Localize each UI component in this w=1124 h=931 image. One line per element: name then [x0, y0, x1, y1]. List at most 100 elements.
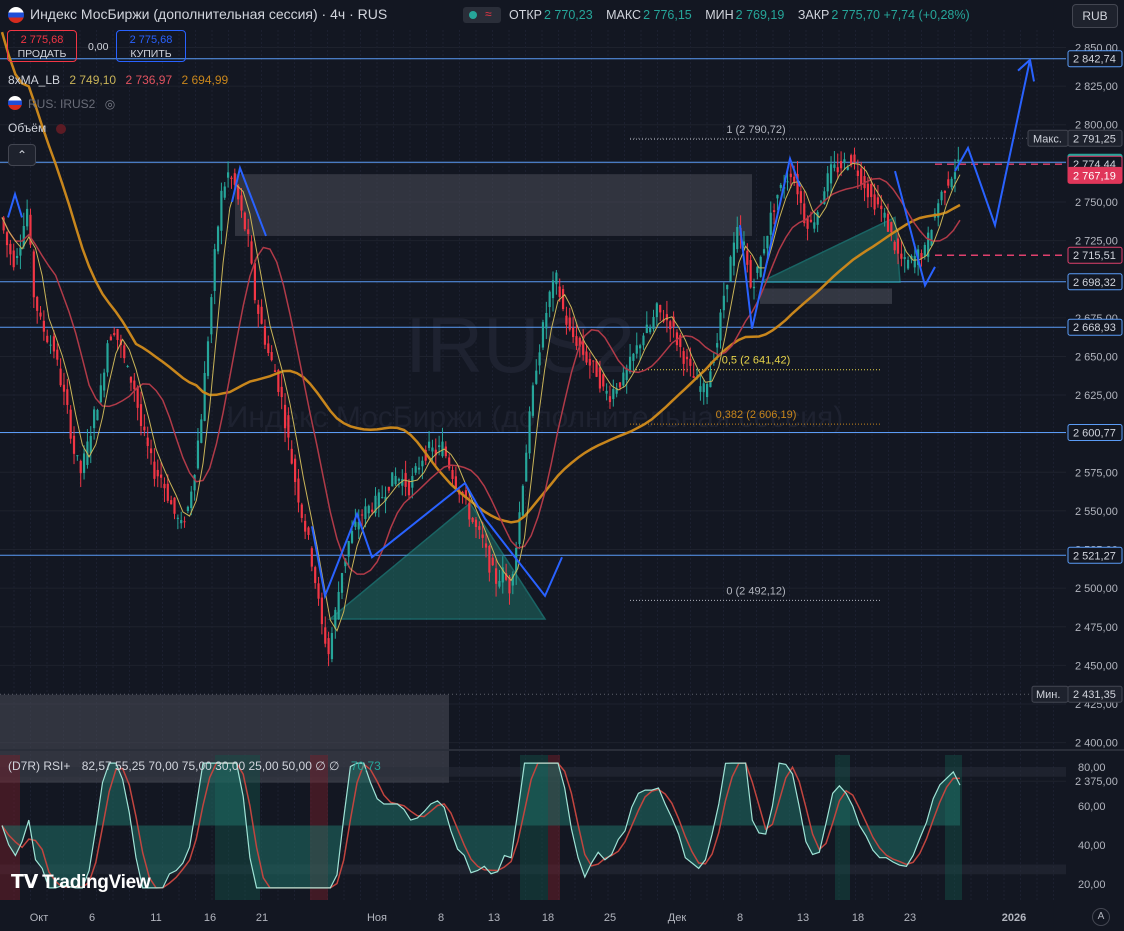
candle-body [106, 343, 109, 373]
candle-body [334, 609, 337, 629]
candle-body [883, 212, 886, 218]
candle-body [176, 517, 179, 519]
candle-body [635, 345, 638, 354]
time-tick-label: 25 [604, 912, 616, 924]
price-level-tag [1067, 423, 1123, 441]
tradingview-logo: 𝗧𝗩 TradingView [11, 872, 151, 893]
forecast-path [954, 59, 1031, 229]
hidden-eye-icon[interactable]: ◎ [104, 97, 116, 111]
candle-body [816, 212, 819, 225]
price-level-label: 2 842,74 [1073, 54, 1116, 66]
candle-body [618, 382, 622, 388]
sell-button[interactable]: 2 775,68 ПРОДАТЬ [7, 30, 77, 62]
support-zone-small [760, 288, 892, 304]
candle-body [287, 415, 290, 438]
candle-body [766, 235, 769, 249]
price-level-tag [1067, 273, 1123, 291]
candle-body [592, 360, 595, 362]
candle-body [659, 304, 662, 313]
ma-slow-line [0, 31, 961, 524]
candle-body [474, 519, 478, 528]
candle-body [505, 573, 508, 580]
collapse-legend-button[interactable]: ⌃ [8, 144, 36, 166]
candle-body [669, 321, 672, 330]
candle-body [873, 194, 876, 210]
candle-body [247, 229, 250, 235]
candle-body [595, 360, 598, 377]
candle-body [649, 327, 652, 333]
ma-legend[interactable]: 8xMA_LB 2 749,10 2 736,97 2 694,99 [8, 73, 229, 87]
candle-body [839, 161, 843, 169]
candle-body [250, 241, 253, 264]
volume-legend[interactable]: Объём [8, 121, 66, 135]
candle-body [772, 210, 776, 212]
market-status-badge[interactable]: ≈ [463, 7, 501, 23]
candle-body [729, 256, 732, 282]
candle-body [280, 386, 283, 398]
candle-body [354, 521, 357, 527]
candle-body [545, 312, 548, 329]
sell-price: 2 775,68 [20, 34, 64, 46]
wave-icon: ≈ [485, 7, 492, 21]
price-level-label: 2 600,77 [1073, 427, 1116, 439]
candle-body [565, 315, 568, 325]
ma-mid-line [1, 177, 961, 575]
price-level-tag [1067, 166, 1123, 184]
price-level-tag [1067, 50, 1123, 68]
candle-body [364, 506, 367, 520]
candle-body [213, 249, 216, 291]
candle-body [397, 478, 401, 481]
buy-button[interactable]: 2 775,68 КУПИТЬ [116, 30, 186, 62]
forecast-arrowhead-icon [1017, 57, 1035, 82]
symbol-title[interactable]: Индекс МосБиржи (дополнительная сессия) … [30, 6, 388, 22]
compare-symbol-legend[interactable]: RUS: IRUS2 ◎ [28, 97, 116, 111]
candle-body [421, 460, 424, 467]
candle-body [270, 352, 273, 361]
candle-body [133, 380, 136, 390]
candle-body [9, 243, 12, 255]
fib-label: 0 (2 492,12) [726, 585, 785, 597]
candle-body [123, 345, 126, 359]
candle-body [612, 388, 615, 400]
candle-body [350, 530, 354, 543]
candle-body [732, 242, 735, 266]
fib-label: 0,382 (2 606,19) [716, 409, 797, 421]
price-tick-label: 2 575,00 [1075, 467, 1118, 479]
price-tick-label: 2 800,00 [1075, 120, 1118, 132]
candle-body [625, 368, 628, 380]
triangle-pattern-left [327, 502, 547, 620]
candle-body [598, 367, 602, 389]
rsi-tick-label: 40,00 [1078, 840, 1106, 852]
auto-scale-button[interactable]: A [1092, 908, 1110, 926]
candle-body [776, 194, 779, 199]
candle-body [759, 256, 762, 277]
candle-body [762, 249, 766, 254]
rsi-legend[interactable]: (D7R) RSI+ 82,57 55,25 70,00 75,00 30,00… [8, 759, 381, 773]
max-tag-label: Макс. [1033, 133, 1062, 145]
price-tick-label: 2 475,00 [1075, 622, 1118, 634]
candle-body [538, 352, 541, 366]
candle-body [702, 383, 705, 393]
candle-body [297, 478, 300, 503]
triangle-pattern-right [759, 216, 901, 284]
candle-body [632, 353, 635, 361]
candle-body [49, 344, 52, 346]
time-tick-label: 8 [737, 912, 743, 924]
candle-body [136, 386, 139, 408]
candle-body [448, 457, 451, 469]
price-level-tag [1067, 546, 1123, 564]
candle-body [15, 255, 19, 259]
time-tick-label: 8 [438, 912, 444, 924]
currency-selector[interactable]: RUB [1072, 4, 1118, 28]
candle-body [665, 314, 669, 321]
spread-value: 0,00 [88, 41, 109, 53]
watermark-name: Индекс МосБиржи (дополнительная сессия) [227, 401, 843, 434]
candle-body [833, 164, 836, 168]
candle-body [628, 356, 632, 373]
candle-body [72, 435, 76, 454]
candle-body [427, 441, 431, 448]
candle-body [906, 259, 910, 269]
candle-body [853, 154, 856, 163]
candle-body [227, 172, 230, 178]
